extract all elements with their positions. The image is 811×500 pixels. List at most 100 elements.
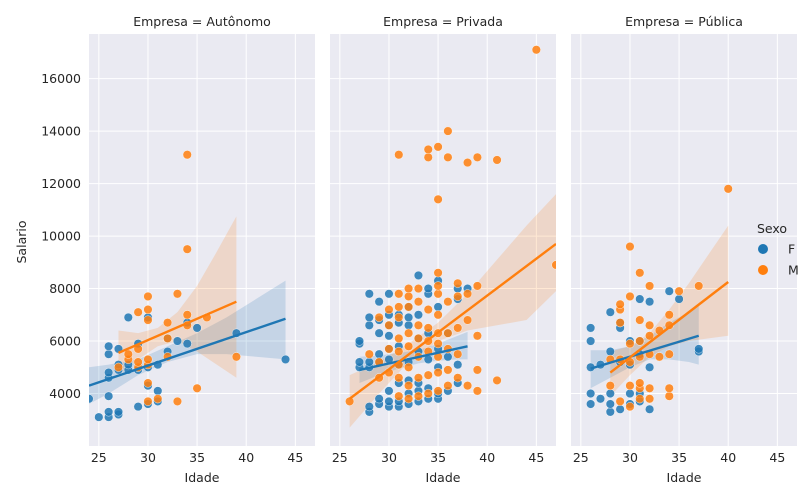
- plot-background: [89, 34, 315, 446]
- x-tick-label: 30: [381, 450, 397, 465]
- data-point-m: [394, 347, 404, 357]
- facet-panel-1: 25 30 35 40 45 4000 6000 8000 10000 12000 14000 160…: [41, 14, 315, 485]
- data-point-f: [605, 389, 615, 399]
- data-point-m: [413, 320, 423, 330]
- data-point-m: [453, 291, 463, 301]
- data-point-f: [133, 402, 143, 412]
- regression-line-m: [348, 242, 556, 400]
- data-point-m: [404, 328, 414, 338]
- data-point-f: [404, 320, 414, 330]
- data-point-f: [413, 310, 423, 320]
- facet-title: Empresa = Pública: [625, 14, 743, 29]
- data-point-m: [492, 375, 502, 385]
- data-point-m: [182, 150, 192, 160]
- regression-line-f: [89, 317, 286, 387]
- x-tick-label: 35: [671, 450, 687, 465]
- data-point-f: [605, 307, 615, 317]
- data-point-f: [104, 407, 114, 417]
- data-point-f: [384, 386, 394, 396]
- data-point-m: [163, 318, 173, 328]
- data-point-m: [615, 396, 625, 406]
- data-point-m: [413, 333, 423, 343]
- data-point-f: [113, 407, 123, 417]
- data-point-f: [384, 396, 394, 406]
- data-point-m: [394, 333, 404, 343]
- data-point-m: [394, 391, 404, 401]
- data-point-m: [404, 341, 414, 351]
- data-point-m: [635, 268, 645, 278]
- data-point-m: [664, 349, 674, 359]
- data-point-m: [635, 315, 645, 325]
- data-point-m: [551, 260, 556, 270]
- data-point-m: [433, 142, 443, 152]
- data-point-m: [472, 331, 482, 341]
- panel-data: [89, 150, 291, 422]
- data-point-f: [172, 336, 182, 346]
- x-tick-label: 45: [287, 450, 303, 465]
- data-point-m: [664, 383, 674, 393]
- data-point-f: [605, 399, 615, 409]
- confidence-band-m: [349, 194, 556, 428]
- data-point-m: [625, 339, 635, 349]
- data-point-m: [694, 281, 704, 291]
- x-tick-label: 45: [769, 450, 785, 465]
- data-point-m: [645, 320, 655, 330]
- data-point-m: [394, 312, 404, 322]
- data-point-m: [404, 291, 414, 301]
- data-point-m: [645, 281, 655, 291]
- data-point-m: [463, 315, 473, 325]
- data-point-f: [374, 394, 384, 404]
- data-point-m: [615, 299, 625, 309]
- data-point-m: [192, 383, 202, 393]
- data-point-f: [104, 368, 114, 378]
- legend-marker-m: [758, 265, 768, 275]
- y-tick-label: 4000: [49, 386, 81, 401]
- facet-panel-2: 25 30 35 40 45 Empresa = Privada Idade: [330, 14, 556, 485]
- data-point-f: [586, 323, 596, 333]
- legend-label-f: F: [788, 242, 795, 257]
- data-point-m: [374, 312, 384, 322]
- x-tick-label: 40: [479, 450, 495, 465]
- data-point-m: [163, 333, 173, 343]
- data-point-m: [664, 310, 674, 320]
- data-point-f: [586, 399, 596, 409]
- data-point-f: [635, 294, 645, 304]
- y-tick-label: 10000: [41, 229, 81, 244]
- data-point-f: [674, 294, 684, 304]
- x-axis-label: Idade: [185, 470, 220, 485]
- regression-line-m: [609, 281, 729, 374]
- data-point-f: [423, 284, 433, 294]
- legend: Sexo F M: [757, 221, 799, 278]
- facet-title: Empresa = Privada: [383, 14, 503, 29]
- data-point-m: [635, 394, 645, 404]
- data-point-m: [723, 184, 733, 194]
- data-point-m: [404, 381, 414, 391]
- data-point-m: [625, 242, 635, 252]
- data-point-f: [354, 336, 364, 346]
- data-point-m: [404, 394, 414, 404]
- data-point-f: [605, 347, 615, 357]
- data-point-f: [364, 357, 374, 367]
- x-tick-label: 40: [720, 450, 736, 465]
- data-point-m: [404, 284, 414, 294]
- x-tick-label: 35: [430, 450, 446, 465]
- data-point-m: [182, 310, 192, 320]
- data-point-m: [423, 370, 433, 380]
- data-point-f: [364, 402, 374, 412]
- data-point-m: [394, 302, 404, 312]
- confidence-band-m: [118, 216, 237, 378]
- panel-data: [345, 45, 556, 428]
- data-point-m: [231, 352, 241, 362]
- data-point-f: [94, 412, 104, 422]
- data-point-m: [143, 315, 153, 325]
- data-point-m: [143, 291, 153, 301]
- data-point-m: [443, 152, 453, 162]
- data-point-m: [605, 381, 615, 391]
- data-point-f: [645, 297, 655, 307]
- data-point-f: [374, 349, 384, 359]
- data-point-m: [463, 158, 473, 168]
- data-point-m: [433, 281, 443, 291]
- regression-line-f: [359, 345, 468, 372]
- data-point-m: [472, 152, 482, 162]
- data-point-m: [453, 323, 463, 333]
